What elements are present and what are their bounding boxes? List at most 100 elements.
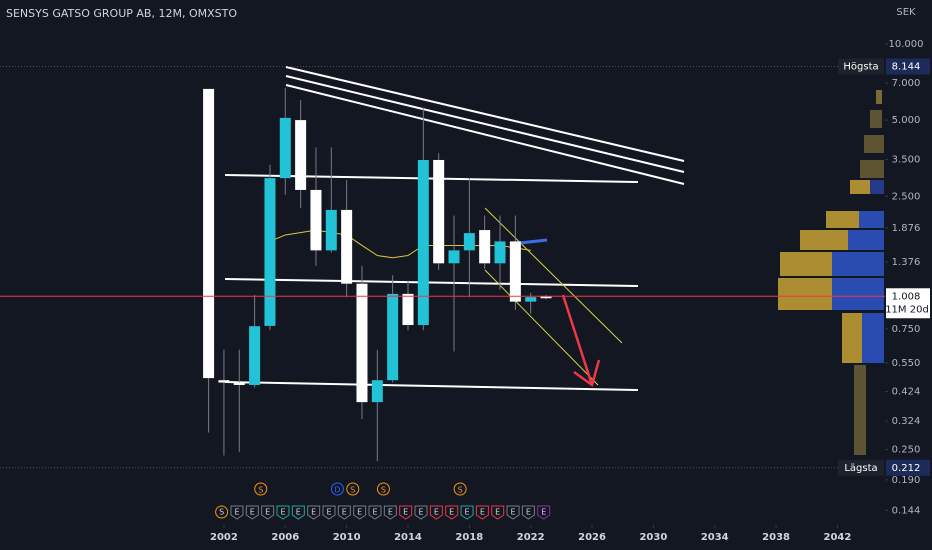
earnings-label: E <box>234 508 239 517</box>
earnings-icon <box>506 505 520 520</box>
candle <box>203 88 215 433</box>
candle-body <box>433 159 445 264</box>
earnings-label: E <box>526 508 531 517</box>
y-tick-label: 0.144 <box>892 505 921 516</box>
candle <box>479 215 491 270</box>
candle-body <box>371 380 383 403</box>
price-line-label: Lägsta <box>844 463 877 474</box>
earnings-icon <box>445 505 459 520</box>
earnings-label: E <box>403 508 408 517</box>
y-tick-label: 0.424 <box>892 387 921 398</box>
moving-average <box>269 229 531 259</box>
y-tick-label: 0.750 <box>892 324 921 335</box>
x-tick-label: 2042 <box>824 532 852 543</box>
candle-body <box>325 209 337 251</box>
price-line-value: 8.144 <box>892 61 921 72</box>
earnings-label: E <box>434 508 439 517</box>
earnings-icon <box>245 505 259 520</box>
candle <box>402 280 414 331</box>
earnings-label: E <box>449 508 454 517</box>
candle-body <box>525 297 537 302</box>
candle <box>233 349 245 452</box>
candle-body <box>509 241 521 302</box>
y-tick-label: 7.000 <box>892 78 921 89</box>
candle <box>264 164 276 331</box>
candle <box>325 147 337 253</box>
x-tick-label: 2010 <box>333 532 361 543</box>
earnings-label: E <box>495 508 500 517</box>
candle <box>387 275 399 383</box>
y-tick-label: 0.324 <box>892 416 921 427</box>
earnings-icon <box>521 505 535 520</box>
earnings-icon <box>383 505 397 520</box>
earnings-icon <box>368 505 382 520</box>
earnings-icon <box>353 505 367 520</box>
earnings-icon <box>215 505 229 519</box>
candle <box>356 265 368 420</box>
last-price-bg <box>886 288 930 319</box>
candle <box>463 178 475 298</box>
y-tick-label: 1.876 <box>892 223 921 234</box>
earnings-icon <box>230 505 244 520</box>
forecast-arrow <box>561 294 601 388</box>
price-line-value: 0.212 <box>892 463 921 474</box>
earnings-icon <box>322 505 336 520</box>
earnings-label: E <box>296 508 301 517</box>
earnings-label: E <box>418 508 423 517</box>
y-tick-label: 0.250 <box>892 445 921 456</box>
candle <box>295 100 307 208</box>
y-tick-label: 0.550 <box>892 358 921 369</box>
candle <box>279 87 291 195</box>
dividend-label: D <box>334 486 340 495</box>
y-tick-label: 3.500 <box>892 154 921 165</box>
candle-body <box>463 233 475 251</box>
earnings-icon <box>537 505 551 520</box>
candle <box>371 349 383 462</box>
candle-body <box>494 241 506 264</box>
earnings-label: E <box>388 508 393 517</box>
candle-body <box>218 380 230 383</box>
candle <box>509 215 521 310</box>
y-tick-label: 10.000 <box>889 39 924 50</box>
candle-body <box>479 230 491 264</box>
chart-title: SENSYS GATSO GROUP AB, 12M, OMXSTO <box>6 7 237 20</box>
candle <box>448 215 460 352</box>
earnings-label: E <box>265 508 270 517</box>
dividend-icon <box>346 482 360 496</box>
candle-body <box>417 159 429 326</box>
price-line-label: Högsta <box>843 61 878 72</box>
candle-body <box>310 189 322 251</box>
earnings-label: E <box>480 508 485 517</box>
candle-body <box>341 209 353 284</box>
candle <box>218 349 230 456</box>
price-value-bg <box>886 58 930 75</box>
x-tick-label: 2006 <box>271 532 299 543</box>
earnings-icon <box>475 505 489 520</box>
x-tick-label: 2018 <box>455 532 483 543</box>
candle-body <box>356 283 368 403</box>
earnings-icon <box>414 505 428 520</box>
channel <box>484 207 623 386</box>
candle-body <box>540 296 552 299</box>
last-price-label: 1.008 <box>892 291 921 302</box>
x-tick-label: 2014 <box>394 532 422 543</box>
earnings-label: S <box>219 508 224 517</box>
candle-body <box>203 88 215 379</box>
candle <box>433 153 445 270</box>
candle <box>249 294 261 388</box>
earnings-icon <box>337 505 351 520</box>
x-tick-label: 2026 <box>578 532 606 543</box>
x-tick-label: 2038 <box>762 532 790 543</box>
earnings-icon <box>460 505 474 520</box>
dividend-label: S <box>258 486 263 495</box>
earnings-label: E <box>326 508 331 517</box>
dividend-label: S <box>381 486 386 495</box>
earnings-label: E <box>280 508 285 517</box>
candle-body <box>249 326 261 385</box>
earnings-icon <box>261 505 275 520</box>
x-tick-label: 2030 <box>639 532 667 543</box>
price-value-bg <box>886 459 930 476</box>
dividend-icon <box>376 482 390 496</box>
candle <box>417 107 429 331</box>
